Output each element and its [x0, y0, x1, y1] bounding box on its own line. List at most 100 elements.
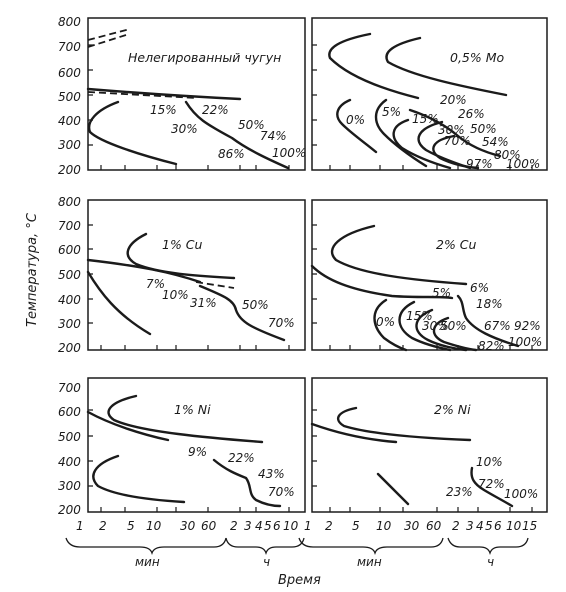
- transformation-line-dashed: [87, 34, 127, 48]
- panel-title: Нелегированный чугун: [128, 50, 281, 65]
- transformation-curve: [432, 316, 478, 352]
- pct-label: 18%: [476, 297, 503, 311]
- pct-label: 70%: [444, 134, 471, 148]
- transformation-line-dashed: [87, 28, 131, 41]
- y-tick: 600: [58, 405, 81, 419]
- x-tick: 30: [404, 519, 420, 533]
- y-tick: 400: [58, 293, 81, 307]
- transformation-curve: [392, 118, 452, 170]
- x-tick: 4: [476, 519, 484, 533]
- pct-label: 50%: [440, 319, 467, 333]
- transformation-curve: [385, 36, 508, 97]
- x-tick: 2: [99, 519, 107, 533]
- unit-h-left: ч: [263, 555, 270, 569]
- pct-label: 10%: [162, 288, 189, 302]
- x-tick: 5: [264, 519, 272, 533]
- x-tick: 10: [376, 519, 392, 533]
- pct-label: 43%: [258, 467, 285, 481]
- x-tick: 5: [127, 519, 135, 533]
- x-tick: 3: [244, 519, 252, 533]
- transformation-line-dashed: [87, 91, 197, 99]
- y-tick: 600: [58, 66, 81, 80]
- y-tick: 200: [58, 503, 81, 517]
- transformation-curve: [328, 32, 420, 100]
- pct-label: 22%: [202, 103, 229, 117]
- transformation-curve: [336, 98, 378, 154]
- pct-label: 72%: [478, 477, 505, 491]
- y-tick: 400: [58, 455, 81, 469]
- x-tick: 60: [426, 519, 442, 533]
- transformation-curve: [86, 270, 152, 336]
- y-tick: 800: [58, 15, 81, 29]
- x-tick: 2: [230, 519, 238, 533]
- pct-label: 92%: [514, 319, 541, 333]
- panel-unalloyed-frame: [87, 17, 306, 171]
- pct-label: 15%: [412, 112, 439, 126]
- y-axis-label: Температура, °С: [25, 212, 40, 327]
- y-tick: 600: [58, 243, 81, 257]
- unit-min-right: мин: [357, 555, 382, 569]
- pct-label: 50%: [242, 298, 269, 312]
- panel-cu1: 1% Cu 7% 10% 31% 50% 70%: [86, 232, 295, 342]
- transformation-curve: [198, 284, 286, 342]
- transformation-curve: [184, 100, 290, 170]
- x-tick: 10: [506, 519, 522, 533]
- transformation-curve: [376, 472, 410, 506]
- transformation-curve: [374, 98, 428, 168]
- pct-label: 70%: [268, 316, 295, 330]
- x-tick: 60: [201, 519, 217, 533]
- pct-label: 100%: [504, 487, 538, 501]
- pct-label: 50%: [238, 118, 265, 132]
- panel-title: 1% Cu: [162, 237, 203, 252]
- pct-label: 82%: [478, 339, 505, 353]
- y-tick: 700: [58, 40, 81, 54]
- panel-ni1-frame: [87, 377, 306, 513]
- transformation-curve: [310, 264, 454, 300]
- transformation-curve: [398, 300, 452, 352]
- pct-label: 100%: [506, 157, 540, 171]
- panel-cu2-frame: [311, 199, 548, 351]
- pct-label: 100%: [508, 335, 542, 349]
- transformation-curve: [126, 232, 236, 280]
- x-axis-label: Время: [278, 573, 321, 588]
- pct-label: 30%: [422, 319, 449, 333]
- panel-ni2-frame: [311, 377, 548, 513]
- x-tick: 1: [76, 519, 84, 533]
- pct-label: 80%: [494, 148, 521, 162]
- pct-label: 70%: [268, 485, 295, 499]
- x-ticks-right: 1 2 5 10 30 60 2 3 4 5 6 10 15: [304, 519, 537, 533]
- pct-label: 20%: [440, 93, 467, 107]
- transformation-curve: [373, 298, 408, 352]
- pct-label: 26%: [458, 107, 485, 121]
- panel-cu1-frame: [87, 199, 306, 351]
- y-tick: 200: [58, 341, 81, 355]
- transformation-curve: [470, 466, 514, 508]
- y-tick: 300: [58, 479, 81, 493]
- y-tick: 700: [58, 381, 81, 395]
- x-tick: 1: [304, 519, 312, 533]
- pct-label: 74%: [260, 129, 287, 143]
- panel-mo: 0,5% Mo 20% 0% 5% 15% 26% 30% 50% 70% 54…: [328, 32, 540, 171]
- transformation-curve: [415, 308, 468, 352]
- pct-label: 31%: [190, 296, 217, 310]
- panel-ni2: 2% Ni 10% 72% 23% 100%: [310, 402, 538, 508]
- panel-title: 2% Cu: [436, 237, 477, 252]
- pct-label: 9%: [188, 445, 207, 459]
- transformation-curve: [330, 224, 468, 286]
- x-tick: 5: [352, 519, 360, 533]
- panel-ni1: 1% Ni 9% 22% 43% 70%: [86, 394, 295, 508]
- x-tick: 10: [283, 519, 299, 533]
- x-tick: 6: [494, 519, 502, 533]
- y-tick: 200: [58, 163, 81, 177]
- unit-min-left: мин: [135, 555, 160, 569]
- x-tick: 6: [273, 519, 281, 533]
- transformation-curve: [86, 258, 202, 284]
- x-tick: 15: [522, 519, 537, 533]
- x-ticks-left: 1 2 5 10 30 60 2 3 4 5 6 10: [76, 519, 299, 533]
- y-tick: 500: [58, 90, 81, 104]
- panel-title: 1% Ni: [174, 402, 211, 417]
- pct-label: 54%: [482, 135, 509, 149]
- transformation-curve: [310, 422, 398, 444]
- transformation-curve: [408, 108, 502, 158]
